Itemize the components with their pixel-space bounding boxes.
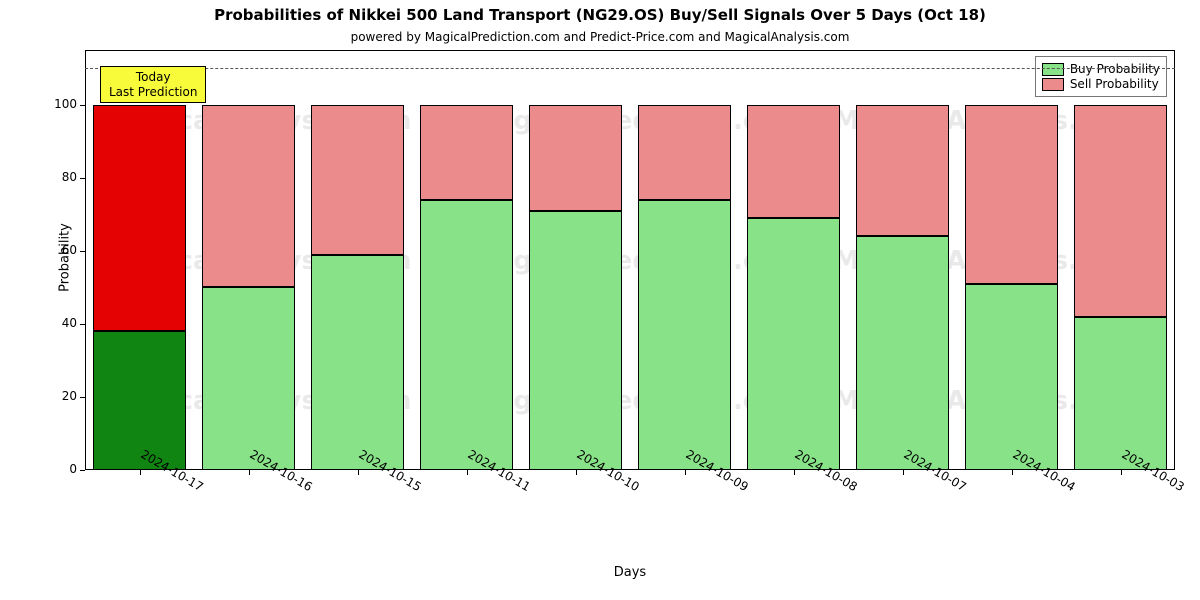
x-axis-label: Days (85, 565, 1175, 580)
x-tick-mark (467, 470, 468, 475)
sell-bar (1074, 105, 1167, 317)
x-tick-mark (140, 470, 141, 475)
buy-bar (747, 218, 840, 470)
x-tick-mark (903, 470, 904, 475)
legend-item: Sell Probability (1042, 77, 1160, 91)
y-tick-mark (80, 105, 85, 106)
sell-bar (965, 105, 1058, 284)
x-tick-mark (1121, 470, 1122, 475)
annotation-line2: Last Prediction (109, 85, 197, 99)
buy-bar (93, 331, 186, 470)
y-tick-label: 20 (37, 389, 77, 403)
sell-bar (311, 105, 404, 255)
x-tick-mark (685, 470, 686, 475)
y-tick-mark (80, 251, 85, 252)
chart-container: Probabilities of Nikkei 500 Land Transpo… (0, 0, 1200, 600)
buy-bar (202, 287, 295, 470)
buy-bar (638, 200, 731, 470)
sell-bar (747, 105, 840, 218)
x-tick-mark (358, 470, 359, 475)
sell-bar (856, 105, 949, 236)
y-tick-label: 100 (37, 97, 77, 111)
legend-swatch (1042, 78, 1064, 91)
legend-label: Sell Probability (1070, 77, 1159, 91)
chart-subtitle: powered by MagicalPrediction.com and Pre… (0, 30, 1200, 44)
dashed-reference-line (85, 68, 1175, 69)
annotation-line1: Today (109, 70, 197, 84)
y-tick-mark (80, 397, 85, 398)
x-tick-mark (794, 470, 795, 475)
buy-bar (311, 255, 404, 470)
chart-title: Probabilities of Nikkei 500 Land Transpo… (0, 6, 1200, 24)
sell-bar (202, 105, 295, 288)
sell-bar (420, 105, 513, 200)
buy-bar (965, 284, 1058, 470)
buy-bar (420, 200, 513, 470)
x-tick-mark (249, 470, 250, 475)
legend: Buy ProbabilitySell Probability (1035, 56, 1167, 97)
y-tick-mark (80, 470, 85, 471)
sell-bar (93, 105, 186, 331)
x-tick-mark (576, 470, 577, 475)
y-axis-label: Probability (58, 208, 73, 308)
x-tick-mark (1012, 470, 1013, 475)
buy-bar (529, 211, 622, 470)
sell-bar (529, 105, 622, 211)
y-tick-mark (80, 324, 85, 325)
buy-bar (856, 236, 949, 470)
y-tick-label: 60 (37, 243, 77, 257)
y-tick-label: 0 (37, 462, 77, 476)
buy-bar (1074, 317, 1167, 470)
y-tick-label: 40 (37, 316, 77, 330)
y-tick-mark (80, 178, 85, 179)
y-tick-label: 80 (37, 170, 77, 184)
today-annotation: TodayLast Prediction (100, 66, 206, 103)
sell-bar (638, 105, 731, 200)
